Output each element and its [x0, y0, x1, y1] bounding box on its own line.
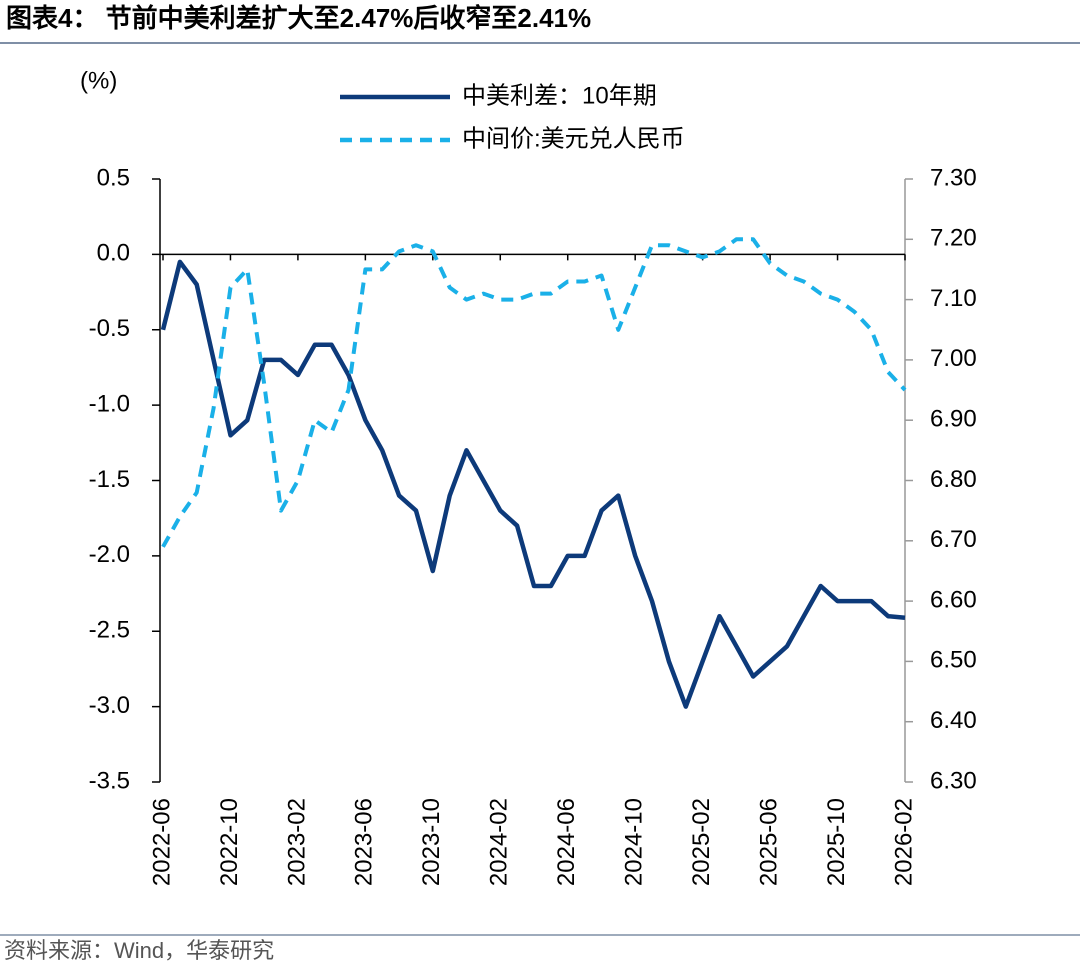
y-tick-label: -3.5 [89, 767, 130, 794]
chart-title: 图表4： 节前中美利差扩大至2.47%后收窄至2.41% [6, 3, 591, 33]
y2-tick-label: 6.60 [930, 586, 977, 613]
y2-tick-label: 7.30 [930, 164, 977, 191]
x-tick-label: 2024-06 [553, 798, 580, 886]
y-tick-label: 0.0 [97, 240, 130, 267]
y2-tick-label: 6.70 [930, 526, 977, 553]
x-tick-label: 2023-10 [418, 798, 445, 886]
x-tick-label: 2023-02 [283, 798, 310, 886]
series-line [161, 237, 907, 548]
x-tick-label: 2025-10 [823, 798, 850, 886]
x-tick-label: 2022-06 [148, 798, 175, 886]
x-tick-label: 2024-10 [621, 798, 648, 886]
y-axis-label: (%) [80, 67, 117, 94]
x-tick-label: 2026-02 [890, 798, 917, 886]
y-tick-label: -3.0 [89, 692, 130, 719]
y2-tick-label: 7.20 [930, 225, 977, 252]
y2-tick-label: 7.10 [930, 285, 977, 312]
x-tick-label: 2024-02 [486, 798, 513, 886]
x-tick-label: 2025-02 [688, 798, 715, 886]
x-tick-label: 2023-06 [351, 798, 378, 886]
y-tick-label: -2.5 [89, 617, 130, 644]
y2-tick-label: 6.90 [930, 406, 977, 433]
series-line [160, 259, 906, 709]
legend-label: 中美利差：10年期 [462, 82, 657, 109]
y2-tick-label: 6.80 [930, 466, 977, 493]
legend-label: 中间价:美元兑人民币 [462, 125, 685, 152]
y2-tick-label: 6.40 [930, 707, 977, 734]
y2-tick-label: 6.30 [930, 767, 977, 794]
x-tick-label: 2022-10 [216, 798, 243, 886]
y-tick-label: -1.0 [89, 390, 130, 417]
y2-tick-label: 7.00 [930, 345, 977, 372]
y-tick-label: -0.5 [89, 315, 130, 342]
y-tick-label: -1.5 [89, 466, 130, 493]
y-tick-label: -2.0 [89, 541, 130, 568]
y2-tick-label: 6.50 [930, 647, 977, 674]
x-tick-label: 2025-06 [755, 798, 782, 886]
source-note: 资料来源：Wind，华泰研究 [4, 938, 274, 963]
y-tick-label: 0.5 [97, 164, 130, 191]
